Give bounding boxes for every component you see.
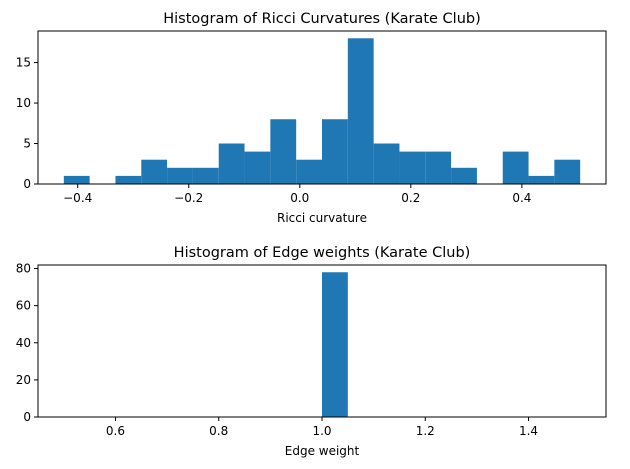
ricci-xtick-label: 0.4: [512, 191, 531, 205]
ricci-bar-2: [115, 175, 142, 184]
ricci-bar-14: [425, 151, 452, 184]
edge-weight-ytick-label: 80: [16, 262, 31, 276]
ricci-bar-10: [322, 119, 348, 184]
edge-weight-axis-ticks: 0.6 0.8 1.0 1.2 1.4 0 20 40 60 80: [16, 262, 538, 438]
ricci-bar-3: [141, 159, 168, 184]
ricci-xtick-label: −0.2: [174, 191, 203, 205]
edge-weight-ytick-label: 60: [16, 299, 31, 313]
ricci-xtick-label: 0.2: [401, 191, 420, 205]
ricci-bar-12: [373, 143, 400, 184]
ricci-bars: [63, 38, 581, 184]
ricci-bar-18: [528, 175, 555, 184]
ricci-bar-15: [451, 167, 477, 184]
edge-weight-ytick-label: 40: [16, 336, 31, 350]
edge-weight-bars: [322, 272, 348, 417]
ricci-axes-frame: [37, 30, 607, 185]
ricci-bar-11: [347, 38, 374, 184]
ricci-bar-7: [244, 151, 271, 184]
edge-weight-xtick-label: 1.4: [519, 424, 538, 438]
edge-weight-xtick-label: 1.2: [416, 424, 435, 438]
ricci-axis-ticks: −0.4 −0.2 0.0 0.2 0.4 0 5 10 15: [16, 56, 532, 205]
edge-weight-histogram: 0.6 0.8 1.0 1.2 1.4 0 20 40 60 80 Histogram of Ed…: [16, 245, 607, 458]
edge-weight-ytick-label: 0: [23, 410, 31, 424]
ricci-bar-0: [63, 175, 90, 184]
edge-weight-chart-title: Histogram of Edge weights (Karate Club): [174, 245, 471, 261]
edge-weight-x-axis-label: Edge weight: [285, 444, 360, 458]
ricci-bar-19: [554, 159, 581, 184]
ricci-curvature-histogram: −0.4 −0.2 0.0 0.2 0.4 0 5 10 15 Histogram of Ric…: [16, 11, 607, 225]
ricci-xtick-label: −0.4: [63, 191, 92, 205]
ricci-bar-9: [296, 159, 322, 184]
edge-weight-xtick-label: 0.6: [106, 424, 125, 438]
ricci-bar-8: [270, 119, 297, 184]
ricci-x-axis-label: Ricci curvature: [277, 211, 367, 225]
ricci-bar-4: [167, 167, 193, 184]
ricci-xtick-label: 0.0: [290, 191, 309, 205]
ricci-ytick-label: 10: [16, 96, 31, 110]
edge-weight-xtick-label: 0.8: [209, 424, 228, 438]
ricci-bar-13: [399, 151, 426, 184]
edge-weight-ytick-label: 20: [16, 373, 31, 387]
ricci-ytick-label: 5: [23, 137, 31, 151]
ricci-bar-17: [502, 151, 529, 184]
ricci-chart-title: Histogram of Ricci Curvatures (Karate Cl…: [163, 11, 481, 27]
ricci-ytick-label: 0: [23, 177, 31, 191]
edge-weight-axes-frame: [37, 264, 607, 418]
ricci-ytick-label: 15: [16, 56, 31, 70]
ricci-bar-6: [218, 143, 245, 184]
edge-weight-bar-10: [322, 272, 348, 417]
ricci-bar-5: [192, 167, 219, 184]
edge-weight-xtick-label: 1.0: [312, 424, 331, 438]
